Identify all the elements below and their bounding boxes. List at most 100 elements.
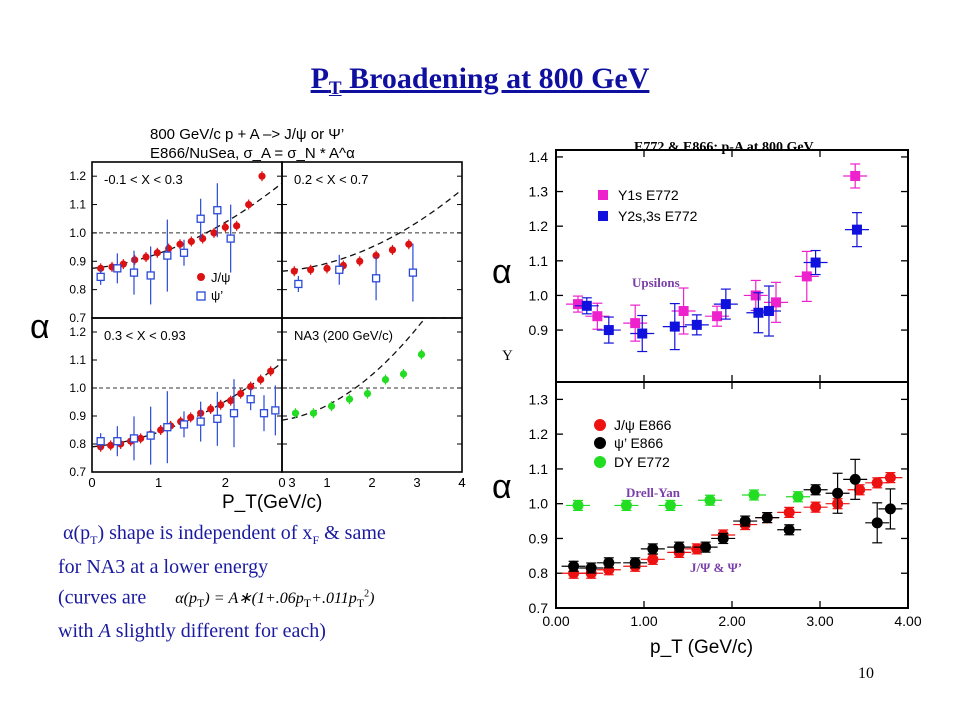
charmonium-point <box>810 484 822 496</box>
charmonium-point <box>810 501 822 513</box>
psiprime-point <box>226 234 235 243</box>
psiprime-point <box>96 272 105 282</box>
charmonium-point <box>717 532 729 544</box>
na3-point <box>309 409 318 417</box>
psiprime-point <box>96 437 105 446</box>
caption-line1: α(pT) shape is independent of xF & same <box>63 522 386 547</box>
y-tick-label: 1.2 <box>69 325 86 339</box>
charmonium-point <box>832 487 844 499</box>
upsilon-point <box>801 271 812 282</box>
left-figure-header-line1: 800 GeV/c p + A –> J/ψ or Ψ’ <box>150 126 344 143</box>
charmonium-point <box>603 557 615 569</box>
caption-line4: with A slightly different for each) <box>58 619 326 642</box>
legend-y1s-label: Y1s E772 <box>618 187 679 203</box>
charmonium-point <box>647 543 659 555</box>
right-figure-y-label-bottom: α <box>492 468 512 506</box>
psiprime-point <box>129 268 139 277</box>
y-tick-label: 1.4 <box>529 149 549 165</box>
jpsi-point <box>233 222 241 230</box>
y-tick-label: 1.1 <box>529 253 549 269</box>
legend-jpsi-marker <box>197 273 205 281</box>
upsilon-point <box>750 290 761 301</box>
x-tick-label: 4 <box>458 475 465 490</box>
upsilon-point <box>720 299 731 310</box>
psiprime-point <box>113 437 122 446</box>
panel-label: NA3 (200 GeV/c) <box>294 328 393 343</box>
x-tick-label: 3.00 <box>806 613 833 629</box>
charmonium-point <box>647 553 659 565</box>
jpsi-point <box>176 240 184 248</box>
jpsi-point <box>97 264 105 272</box>
x-tick-label: 3 <box>413 475 420 490</box>
jpsi-point <box>107 441 115 449</box>
drell-yan-annotation: Drell-Yan <box>626 485 681 500</box>
upsilon-point <box>691 319 702 330</box>
jpsi-point <box>307 266 315 274</box>
charmonium-point <box>792 491 804 503</box>
psiprime-point <box>196 214 205 223</box>
psiprime-point <box>196 417 205 426</box>
charmonium-point <box>783 524 795 536</box>
jpsi-point <box>221 223 229 231</box>
legend-jpsi-label: J/ψ <box>211 270 230 285</box>
upsilon-point <box>637 328 648 339</box>
y-tick-label: 1.2 <box>529 218 549 234</box>
upsilon-point <box>763 306 774 317</box>
y-tick-label: 0.7 <box>69 465 86 479</box>
legend-y2s3s-marker <box>598 211 608 221</box>
psiprime-point <box>213 206 222 215</box>
legend-label-0: J/ψ E866 <box>614 417 672 433</box>
na3-point <box>345 395 354 403</box>
psiprime-point <box>294 279 303 289</box>
y-tick-label: 1.2 <box>529 426 549 442</box>
jpsi-point <box>207 405 215 413</box>
psiprime-point <box>146 431 155 440</box>
psiprime-point <box>179 248 189 257</box>
jpsi-point <box>258 172 266 180</box>
y-tick-label: 0.9 <box>69 409 86 423</box>
slide-title: PT Broadening at 800 GeV <box>310 62 650 99</box>
right-panels: 0.9 1.0 1.1 1.2 1.3 1.4 0.7 0.8 0.9 1.0 1.1 1.2 1.3 0… <box>529 149 922 629</box>
jpsi-point <box>187 413 195 421</box>
jpsi-point <box>187 237 195 246</box>
left-panels: 0.7 0.8 0.9 1.0 1.1 1.2 -0.1 < X < 0.3 0.2 < X … <box>69 161 466 490</box>
upsilon-point <box>851 224 862 235</box>
x-tick-label: 1.00 <box>630 613 657 629</box>
upsilon-point <box>810 257 821 268</box>
x-tick-label: 0 <box>88 475 95 490</box>
jpsi-point <box>157 426 165 434</box>
panel-label: -0.1 < X < 0.3 <box>104 172 183 187</box>
y-tick-label: 0.9 <box>69 254 86 268</box>
jpsi-point <box>210 229 218 237</box>
legend-label-1: ψ’ E866 <box>614 435 663 451</box>
panel-label: 0.3 < X < 0.93 <box>104 328 186 343</box>
psiprime-point <box>408 268 418 277</box>
jpsi-point <box>237 390 245 398</box>
na3-point <box>399 370 408 378</box>
y-tick-label: 1.0 <box>69 381 86 395</box>
left-figure-y-label: α <box>30 308 50 346</box>
y-tick-label: 1.3 <box>529 391 549 407</box>
charmonium-point <box>629 557 641 569</box>
psiprime-point <box>371 274 381 283</box>
charmonium-point <box>700 541 712 553</box>
charmonium-point <box>664 499 676 511</box>
charmonium-point <box>783 506 795 518</box>
x-tick-label: 0 <box>278 475 285 490</box>
na3-point <box>291 409 300 417</box>
charmonium-point <box>739 515 751 527</box>
psiprime-point <box>229 409 239 418</box>
legend-y2s3s-label: Y2s,3s E772 <box>618 208 698 224</box>
psiprime-point <box>213 414 222 423</box>
left-figure-header-line2: E866/NuSea, σ_A = σ_N * A^α <box>150 145 355 162</box>
psiprime-point <box>259 409 269 418</box>
charmonium-point <box>673 541 685 553</box>
y-tick-label: 0.9 <box>529 322 549 338</box>
panel-label: 0.2 < X < 0.7 <box>294 172 368 187</box>
legend-label-2: DY E772 <box>614 454 670 470</box>
upsilon-symbol: Υ <box>502 348 513 364</box>
upsilon-point <box>753 307 764 318</box>
charmonium-point <box>748 489 760 501</box>
caption-line2: for NA3 at a lower energy <box>58 556 269 578</box>
